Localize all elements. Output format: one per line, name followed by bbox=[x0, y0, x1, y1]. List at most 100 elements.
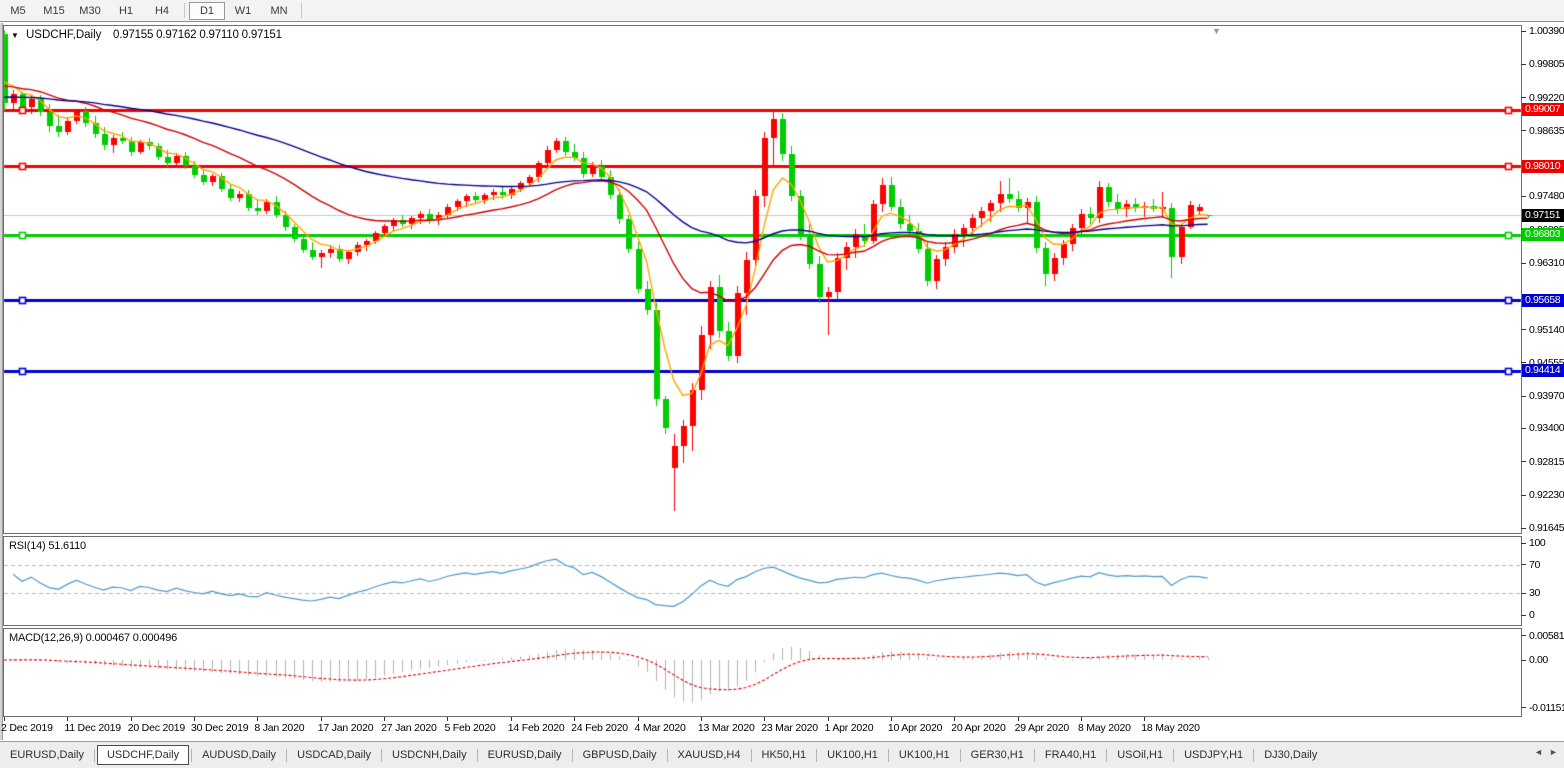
tab-separator bbox=[476, 748, 478, 762]
date-axis-label: 29 Apr 2020 bbox=[1014, 722, 1070, 734]
date-axis-label: 30 Dec 2019 bbox=[191, 722, 249, 734]
macd-axis-tick: 0.00 bbox=[1529, 654, 1548, 666]
symbol-dropdown-icon[interactable]: ▼ bbox=[11, 31, 19, 40]
main-chart-panel[interactable] bbox=[3, 25, 1522, 534]
chart-tab-usoil-h1[interactable]: USOil,H1 bbox=[1117, 749, 1164, 761]
price-axis-tick: 0.98635 bbox=[1529, 124, 1564, 137]
hline-price-tag[interactable]: 0.95658 bbox=[1522, 293, 1564, 307]
date-axis-label: 13 Mar 2020 bbox=[697, 722, 755, 734]
tab-separator bbox=[571, 748, 573, 762]
date-axis-tickmark bbox=[384, 717, 386, 721]
macd-axis-tick: 0.005818 bbox=[1529, 629, 1564, 642]
date-axis-tickmark bbox=[700, 717, 702, 721]
rsi-axis-tickmark bbox=[1521, 564, 1526, 566]
rsi-axis-tick: 0 bbox=[1529, 609, 1535, 621]
chart-tab-usdcad-daily[interactable]: USDCAD,Daily bbox=[297, 749, 372, 761]
price-axis-tickmark bbox=[1521, 461, 1526, 463]
chart-tab-uk100-h1[interactable]: UK100,H1 bbox=[898, 749, 950, 761]
date-axis-label: 14 Feb 2020 bbox=[507, 722, 565, 734]
date-axis-label: 5 Feb 2020 bbox=[444, 722, 496, 734]
macd-axis-tickmark bbox=[1521, 635, 1526, 637]
rsi-axis-tickmark bbox=[1521, 592, 1526, 594]
chart-tab-fra40-h1[interactable]: FRA40,H1 bbox=[1044, 749, 1097, 761]
price-axis-tick: 0.99805 bbox=[1529, 58, 1564, 71]
chart-tab-usdjpy-h1[interactable]: USDJPY,H1 bbox=[1184, 749, 1244, 761]
date-axis-tickmark bbox=[764, 717, 766, 721]
hline-price-tag[interactable]: 0.94414 bbox=[1522, 364, 1564, 378]
chart-tab-xauusd-h4[interactable]: XAUUSD,H4 bbox=[677, 749, 741, 761]
price-axis-tick: 0.97480 bbox=[1529, 190, 1564, 203]
current-price-tag: 0.97151 bbox=[1522, 208, 1564, 222]
date-axis-tickmark bbox=[67, 717, 69, 721]
date-axis-label: 20 Apr 2020 bbox=[951, 722, 1006, 734]
date-axis-tickmark bbox=[130, 717, 132, 721]
tab-separator bbox=[286, 748, 288, 762]
date-axis-tickmark bbox=[4, 717, 5, 721]
date-axis-tickmark bbox=[447, 717, 449, 721]
tab-scroll-left-icon[interactable]: ◄ bbox=[1534, 747, 1543, 757]
price-axis-tick: 0.95140 bbox=[1529, 323, 1564, 336]
price-axis-tickmark bbox=[1521, 494, 1526, 496]
date-axis-tickmark bbox=[194, 717, 196, 721]
date-axis-label: 10 Apr 2020 bbox=[887, 722, 943, 734]
price-axis-tickmark bbox=[1521, 97, 1526, 99]
hline-price-tag[interactable]: 0.96803 bbox=[1522, 228, 1564, 242]
date-axis-tickmark bbox=[954, 717, 956, 721]
chart-tab-audusd-daily[interactable]: AUDUSD,Daily bbox=[202, 749, 277, 761]
price-axis-tickmark bbox=[1521, 362, 1526, 364]
price-axis-tickmark bbox=[1521, 395, 1526, 397]
tab-separator bbox=[191, 748, 193, 762]
macd-axis-tickmark bbox=[1521, 659, 1526, 661]
rsi-axis-tick: 100 bbox=[1529, 537, 1546, 549]
rsi-axis-tickmark bbox=[1521, 542, 1526, 544]
price-axis-tickmark bbox=[1521, 262, 1526, 264]
tab-separator bbox=[93, 748, 95, 762]
rsi-axis-tick: 70 bbox=[1529, 558, 1540, 571]
hline-price-tag[interactable]: 0.99007 bbox=[1522, 103, 1564, 117]
chart-tab-gbpusd-daily[interactable]: GBPUSD,Daily bbox=[582, 749, 657, 761]
tab-separator bbox=[959, 748, 961, 762]
price-axis-tickmark bbox=[1521, 195, 1526, 197]
chart-tab-usdcnh-daily[interactable]: USDCNH,Daily bbox=[392, 749, 467, 761]
date-axis-label: 2 Dec 2019 bbox=[1, 722, 53, 734]
date-axis-label: 27 Jan 2020 bbox=[381, 722, 437, 734]
date-axis-tickmark bbox=[827, 717, 829, 721]
date-axis-tickmark bbox=[257, 717, 259, 721]
chart-tab-ger30-h1[interactable]: GER30,H1 bbox=[970, 749, 1024, 761]
scroll-to-end-icon[interactable]: ▼ bbox=[1212, 26, 1221, 36]
chart-tab-eurusd-daily[interactable]: EURUSD,Daily bbox=[10, 749, 84, 761]
date-axis-tickmark bbox=[574, 717, 576, 721]
hline-price-tag[interactable]: 0.98010 bbox=[1522, 159, 1564, 173]
chart-tab-eurusd-daily[interactable]: EURUSD,Daily bbox=[487, 749, 562, 761]
tab-separator bbox=[1033, 748, 1035, 762]
rsi-axis-tick: 30 bbox=[1529, 587, 1540, 600]
rsi-axis-tickmark bbox=[1521, 614, 1526, 616]
date-axis-tickmark bbox=[1080, 717, 1082, 721]
date-axis-label: 24 Feb 2020 bbox=[571, 722, 628, 734]
date-axis-tickmark bbox=[637, 717, 639, 721]
chart-tab-uk100-h1[interactable]: UK100,H1 bbox=[827, 749, 878, 761]
chart-tab-dj30-daily[interactable]: DJ30,Daily bbox=[1264, 749, 1318, 761]
price-axis-tick: 0.99220 bbox=[1529, 91, 1564, 104]
rsi-panel[interactable] bbox=[3, 536, 1522, 626]
tab-scroll-right-icon[interactable]: ► bbox=[1549, 747, 1558, 757]
price-axis-tickmark bbox=[1521, 130, 1526, 132]
chart-symbol-title[interactable]: USDCHF,Daily bbox=[26, 29, 102, 41]
chart-tab-usdchf-daily[interactable]: USDCHF,Daily bbox=[96, 745, 190, 765]
tab-separator bbox=[1173, 748, 1175, 762]
date-axis-label: 4 Mar 2020 bbox=[634, 722, 686, 734]
price-axis-tick: 0.96310 bbox=[1529, 257, 1564, 270]
date-axis-label: 17 Jan 2020 bbox=[317, 722, 374, 734]
date-axis-tickmark bbox=[1017, 717, 1019, 721]
chart-tab-bar: EURUSD,Daily USDCHF,Daily AUDUSD,Daily USDC… bbox=[0, 741, 1564, 768]
price-axis-tick: 0.92230 bbox=[1529, 489, 1564, 502]
price-axis-tick: 1.00390 bbox=[1529, 25, 1564, 37]
macd-axis-tick: -0.011514 bbox=[1529, 701, 1564, 714]
macd-panel[interactable] bbox=[3, 628, 1522, 717]
tab-separator bbox=[666, 748, 668, 762]
chart-tab-hk50-h1[interactable]: HK50,H1 bbox=[761, 749, 807, 761]
price-axis-tick: 0.92815 bbox=[1529, 455, 1564, 468]
tab-separator bbox=[1253, 748, 1255, 762]
